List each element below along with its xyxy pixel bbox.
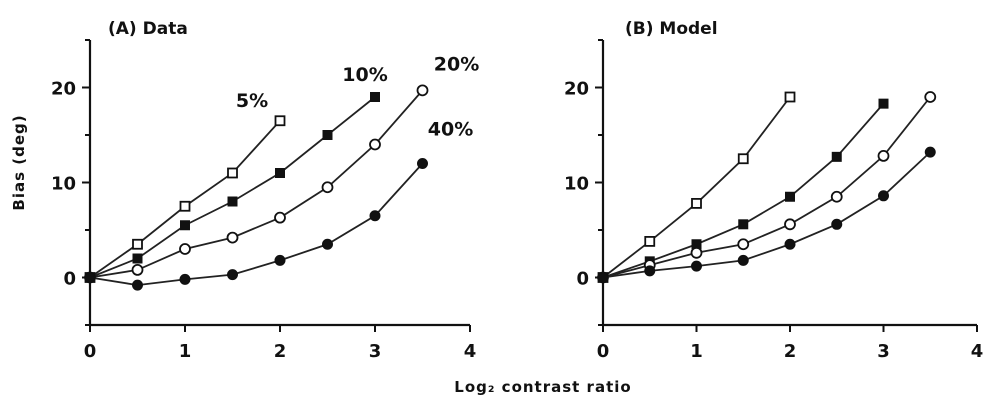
data-point bbox=[227, 196, 238, 207]
x-tick-label: 1 bbox=[179, 341, 192, 362]
series-label: 10% bbox=[342, 64, 387, 86]
series-2 bbox=[597, 91, 937, 284]
data-point bbox=[831, 218, 843, 230]
series-label: 20% bbox=[434, 53, 479, 75]
data-point bbox=[644, 235, 656, 247]
y-tick-label: 0 bbox=[576, 269, 589, 290]
y-axis-title: Bias (deg) bbox=[10, 114, 28, 210]
data-point bbox=[227, 269, 238, 281]
series-line bbox=[602, 96, 931, 279]
data-point bbox=[737, 153, 749, 165]
data-point bbox=[322, 238, 333, 250]
data-point bbox=[180, 220, 190, 231]
data-point bbox=[878, 98, 889, 109]
panel-a-data: 0 1 2 3 4 0 10 20 (A) Data Bias (deg) 5% 10% 20% 40% bbox=[10, 19, 479, 362]
data-point bbox=[784, 218, 796, 231]
x-tick-label: 3 bbox=[369, 341, 382, 362]
data-point bbox=[784, 91, 796, 103]
data-point bbox=[321, 181, 334, 194]
data-point bbox=[831, 151, 842, 162]
panel-title: (B) Model bbox=[625, 19, 718, 39]
data-point bbox=[691, 197, 702, 209]
x-tick-label: 4 bbox=[971, 341, 984, 362]
x-axis-title: Log₂ contrast ratio bbox=[454, 378, 631, 396]
data-point bbox=[690, 246, 703, 259]
panel-b-model: 0 1 2 3 4 0 10 20 (B) Model bbox=[564, 19, 983, 362]
data-point bbox=[691, 260, 702, 272]
data-point bbox=[179, 273, 191, 285]
x-tick-label: 0 bbox=[84, 341, 97, 362]
y-tick-label: 20 bbox=[564, 79, 589, 100]
y-tick-label: 10 bbox=[51, 174, 76, 195]
data-point bbox=[370, 92, 380, 102]
panel-title: (A) Data bbox=[108, 19, 188, 39]
data-point bbox=[878, 190, 889, 202]
data-point bbox=[369, 138, 381, 151]
data-point bbox=[924, 146, 936, 158]
series-line bbox=[89, 162, 424, 287]
x-tick-label: 4 bbox=[464, 341, 477, 362]
data-point bbox=[785, 191, 795, 202]
data-point bbox=[416, 84, 429, 97]
data-point bbox=[227, 167, 238, 179]
series-3 bbox=[597, 146, 936, 283]
data-point bbox=[226, 231, 239, 244]
series-label: 5% bbox=[236, 90, 268, 112]
data-point bbox=[132, 253, 143, 264]
data-point bbox=[274, 254, 286, 266]
data-point bbox=[738, 219, 749, 230]
data-point bbox=[322, 130, 333, 140]
data-point bbox=[737, 238, 750, 251]
data-point bbox=[644, 265, 656, 277]
series-40pct: 40% bbox=[84, 119, 473, 291]
data-point bbox=[737, 254, 749, 266]
x-tick-label: 3 bbox=[877, 341, 890, 362]
y-tick-label: 10 bbox=[564, 174, 589, 195]
data-point bbox=[784, 238, 796, 250]
y-tick-label: 0 bbox=[63, 269, 76, 290]
series-line bbox=[602, 103, 885, 279]
x-tick-label: 1 bbox=[690, 341, 703, 362]
data-point bbox=[132, 238, 143, 250]
data-point bbox=[179, 243, 191, 255]
data-point bbox=[84, 272, 96, 283]
data-point bbox=[877, 149, 890, 162]
series-label: 40% bbox=[428, 119, 473, 141]
y-tick-label: 20 bbox=[51, 79, 76, 100]
x-tick-label: 0 bbox=[597, 341, 610, 362]
series-5pct: 5% bbox=[84, 90, 286, 283]
series-line bbox=[89, 89, 424, 279]
x-tick-label: 2 bbox=[784, 341, 797, 362]
series-line bbox=[602, 151, 931, 279]
data-point bbox=[131, 263, 144, 276]
x-tick-label: 2 bbox=[274, 341, 287, 362]
series-20pct: 20% bbox=[84, 53, 479, 284]
data-point bbox=[597, 272, 609, 283]
data-point bbox=[274, 115, 286, 127]
data-point bbox=[132, 279, 143, 291]
data-point bbox=[369, 210, 381, 222]
data-point bbox=[417, 158, 428, 169]
data-point bbox=[830, 190, 843, 203]
data-point bbox=[924, 91, 937, 103]
data-point bbox=[275, 168, 285, 178]
data-point bbox=[179, 200, 191, 212]
data-point bbox=[274, 211, 286, 224]
